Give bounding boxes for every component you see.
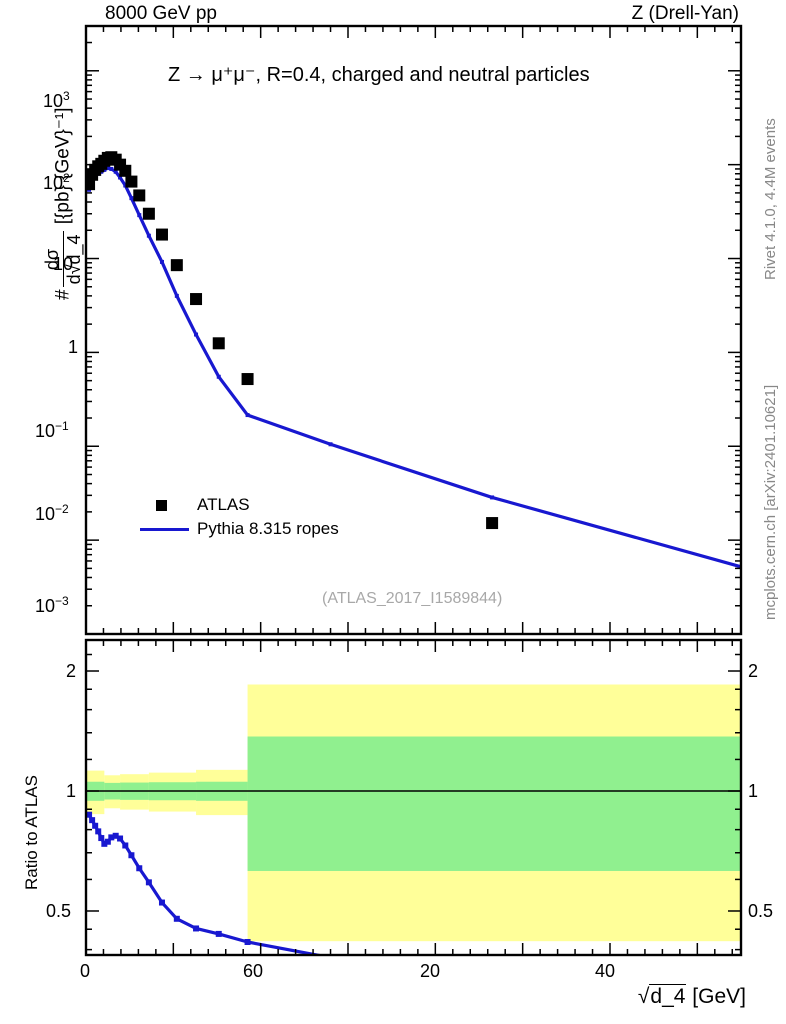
- main-ytick-0.001: 10−3: [35, 594, 69, 616]
- ratio-ytick-0.5-right: 0.5: [748, 901, 774, 921]
- legend: ATLAS Pythia 8.315 ropes: [140, 494, 339, 542]
- header-left-label: 8000 GeV pp: [105, 3, 217, 24]
- main-data-markers-atlas: [86, 151, 499, 530]
- ratio-ytick-1-right: 1: [748, 781, 759, 801]
- xtick-0: 0: [80, 961, 91, 981]
- ratio-ytick-2-right: 2: [748, 661, 759, 681]
- axis-ticks: [85, 25, 741, 955]
- main-curve-pythia: [87, 166, 741, 569]
- legend-entry-pythia[interactable]: Pythia 8.315 ropes: [140, 516, 339, 542]
- main-curve-markers: [87, 166, 741, 569]
- main-ytick-100: 102: [43, 171, 70, 193]
- ratio-curve-pythia: [87, 813, 326, 955]
- main-panel-frame: [84, 24, 743, 636]
- xtick-20: 20: [420, 961, 441, 981]
- xtick-60: 60: [243, 961, 264, 981]
- legend-entry-atlas[interactable]: ATLAS: [150, 494, 339, 516]
- legend-label-atlas: ATLAS: [197, 495, 250, 514]
- main-ytick-1: 1: [68, 337, 79, 357]
- main-ytick-1000: 103: [43, 89, 70, 111]
- legend-marker-line-icon: [140, 527, 189, 531]
- xaxis-label: √d_4 [GeV]: [637, 984, 746, 1008]
- main-ytick-0.01: 10−2: [35, 502, 69, 524]
- main-ytick-0.1: 10−1: [35, 419, 69, 441]
- header-right-label: Z (Drell-Yan): [631, 3, 739, 24]
- legend-label-pythia: Pythia 8.315 ropes: [197, 519, 339, 538]
- ratio-uncertainty-bands: [86, 684, 741, 942]
- legend-marker-square-icon: [156, 499, 167, 511]
- main-ytick-10: 10: [53, 254, 74, 274]
- ratio-ytick-2-left: 2: [66, 661, 77, 681]
- xtick-40: 40: [595, 961, 616, 981]
- ratio-ytick-1-left: 1: [66, 781, 77, 801]
- ratio-panel-frame: [84, 638, 743, 957]
- ratio-curve-markers: [86, 811, 334, 955]
- analysis-watermark: (ATLAS_2017_I1589844): [322, 590, 503, 607]
- plot-title: Z → μ⁺μ⁻, R=0.4, charged and neutral par…: [168, 64, 590, 86]
- ratio-ytick-0.5-left: 0.5: [46, 901, 72, 921]
